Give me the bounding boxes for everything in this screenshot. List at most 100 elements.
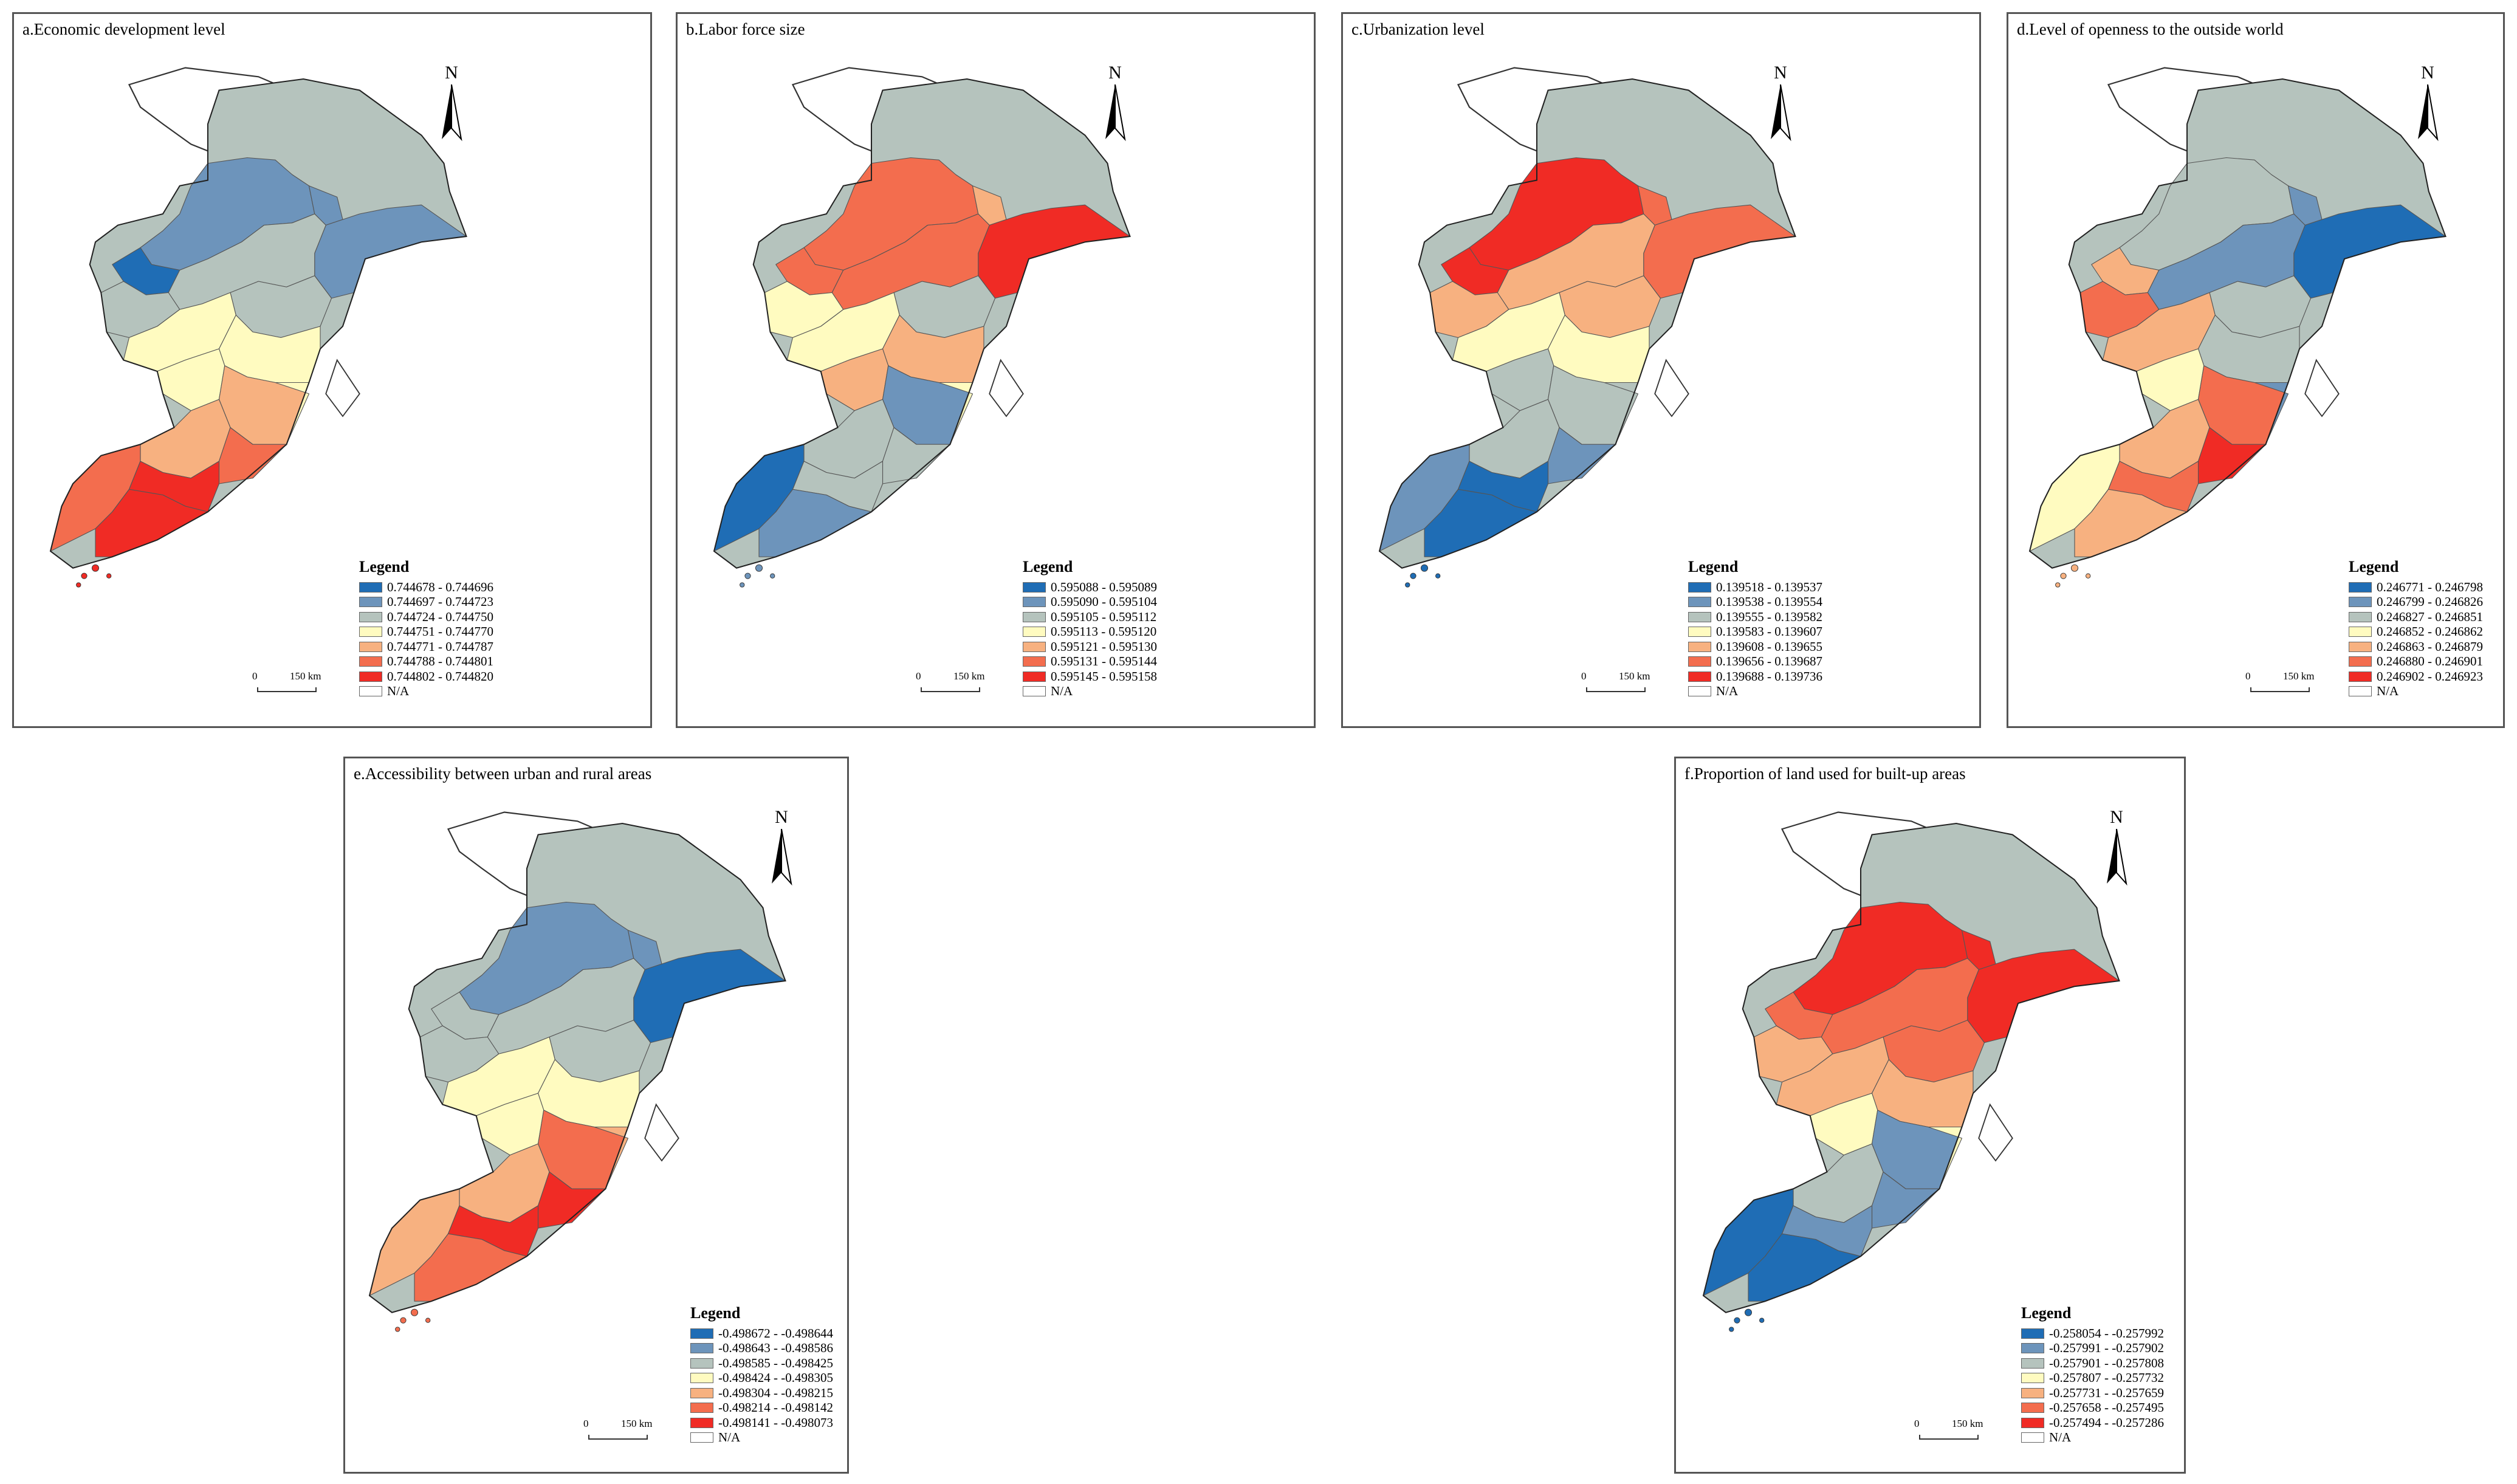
map-panel-built-up-land: f.Proportion of land used for built-up a…: [1674, 757, 2186, 1474]
legend-swatch: [359, 597, 382, 608]
island-3: [1729, 1327, 1734, 1332]
legend-label: -0.498643 - -0.498586: [718, 1341, 833, 1356]
legend-label-na: N/A: [2377, 684, 2399, 699]
map-panel-urban-rural-accessibility: e.Accessibility between urban and rural …: [343, 757, 849, 1474]
region-na-east: [325, 359, 360, 417]
scale-bar: 0 150 km: [1914, 1418, 1999, 1444]
island-0: [91, 564, 100, 572]
legend-row-na: N/A: [2349, 684, 2483, 699]
north-arrow-label: N: [2110, 807, 2123, 827]
legend: Legend 0.595088 - 0.595089 0.595090 - 0.5…: [1023, 558, 1157, 699]
legend-row: 0.139656 - 0.139687: [1688, 654, 1822, 670]
legend-row-na: N/A: [690, 1430, 833, 1446]
island-0: [755, 564, 763, 572]
island-3: [2055, 582, 2061, 588]
scale-bar: 0 150 km: [252, 670, 337, 697]
panel-title: d.Level of openness to the outside world: [2017, 20, 2284, 38]
island-1: [81, 572, 88, 579]
legend-swatch: [2349, 582, 2372, 593]
legend-row: 0.246902 - 0.246923: [2349, 669, 2483, 684]
legend-label: -0.498672 - -0.498644: [718, 1325, 833, 1341]
legend-label: 0.744802 - 0.744820: [387, 668, 493, 684]
panel-title: a.Economic development level: [22, 20, 225, 38]
legend-swatch-na: [1023, 686, 1046, 697]
legend-label: 0.595088 - 0.595089: [1051, 579, 1157, 594]
choropleth-map: [368, 811, 786, 1332]
legend-label: -0.498214 - -0.498142: [718, 1400, 833, 1415]
legend-rows: 0.744678 - 0.744696 0.744697 - 0.744723 0.…: [359, 580, 493, 684]
legend-rows: 0.139518 - 0.139537 0.139538 - 0.139554 0.…: [1688, 580, 1822, 684]
legend-label: 0.744724 - 0.744750: [387, 609, 493, 624]
island-0: [2070, 564, 2079, 572]
legend-swatch: [690, 1417, 713, 1428]
legend-swatch: [690, 1403, 713, 1414]
panel-title: e.Accessibility between urban and rural …: [354, 764, 652, 783]
legend-label: 0.744788 - 0.744801: [387, 654, 493, 669]
legend-label: -0.257658 - -0.257495: [2049, 1400, 2164, 1415]
north-arrow: N: [2098, 807, 2141, 886]
north-arrow-label: N: [775, 807, 788, 827]
north-arrow-icon: [1105, 84, 1126, 142]
island-2: [1435, 573, 1441, 579]
region-na-east: [1654, 359, 1689, 417]
legend-row: -0.498424 - -0.498305: [690, 1370, 833, 1386]
north-arrow: N: [433, 63, 476, 142]
legend-swatch: [1688, 656, 1711, 667]
legend-row: 0.744788 - 0.744801: [359, 654, 493, 670]
legend-swatch: [1023, 597, 1046, 608]
legend-label: 0.139518 - 0.139537: [1716, 579, 1822, 594]
legend-swatch: [2021, 1373, 2044, 1384]
legend-label: 0.744678 - 0.744696: [387, 579, 493, 594]
legend: Legend -0.258054 - -0.257992 -0.257991 - …: [2021, 1304, 2164, 1445]
legend: Legend 0.246771 - 0.246798 0.246799 - 0.2…: [2349, 558, 2483, 699]
region-na-east: [1978, 1103, 2013, 1162]
region-outline: [1378, 78, 1796, 569]
scale-distance: 150 km: [953, 670, 985, 682]
legend-row: 0.246799 - 0.246826: [2349, 594, 2483, 610]
legend-label: 0.246771 - 0.246798: [2377, 579, 2483, 594]
region-na-east: [989, 359, 1024, 417]
legend-label: 0.139538 - 0.139554: [1716, 594, 1822, 610]
legend-rows: -0.258054 - -0.257992 -0.257991 - -0.2579…: [2021, 1326, 2164, 1431]
map-panel-urbanization-level: c.Urbanization level N 0 150 km Legend 0…: [1341, 12, 1981, 728]
legend-swatch: [1023, 671, 1046, 682]
legend-label: -0.257731 - -0.257659: [2049, 1385, 2164, 1400]
legend-label: 0.246799 - 0.246826: [2377, 594, 2483, 610]
legend-swatch: [2349, 671, 2372, 682]
north-arrow: N: [1097, 63, 1139, 142]
legend-row: 0.139583 - 0.139607: [1688, 624, 1822, 640]
north-arrow: N: [2409, 63, 2452, 142]
scale-zero: 0: [916, 670, 921, 682]
island-2: [1759, 1317, 1765, 1323]
legend-row: 0.246827 - 0.246851: [2349, 610, 2483, 625]
region-outline: [1702, 822, 2120, 1313]
legend-label-na: N/A: [718, 1430, 741, 1445]
island-1: [2060, 572, 2067, 579]
region-outline: [713, 78, 1131, 569]
legend-label-na: N/A: [1716, 684, 1739, 699]
legend-label: 0.139688 - 0.139736: [1716, 668, 1822, 684]
legend-row: 0.744751 - 0.744770: [359, 624, 493, 640]
legend: Legend 0.744678 - 0.744696 0.744697 - 0.7…: [359, 558, 493, 699]
legend-label: 0.139608 - 0.139655: [1716, 639, 1822, 654]
legend-row: 0.595121 - 0.595130: [1023, 639, 1157, 654]
map-panel-economic-development: a.Economic development level N 0 150 km …: [12, 12, 652, 728]
island-3: [740, 582, 745, 588]
legend-row: 0.595105 - 0.595112: [1023, 610, 1157, 625]
legend-swatch-na: [359, 686, 382, 697]
north-arrow-icon: [772, 829, 792, 886]
legend-swatch: [359, 611, 382, 622]
legend-swatch: [1688, 611, 1711, 622]
scale-bar: 0 150 km: [583, 1418, 668, 1444]
legend-swatch: [359, 641, 382, 652]
legend-row: 0.139688 - 0.139736: [1688, 669, 1822, 684]
legend-row: -0.257991 - -0.257902: [2021, 1341, 2164, 1356]
legend-swatch: [1688, 641, 1711, 652]
legend-label-na: N/A: [387, 684, 410, 699]
legend-label: 0.246827 - 0.246851: [2377, 609, 2483, 624]
north-arrow: N: [1762, 63, 1805, 142]
legend-row: -0.498643 - -0.498586: [690, 1341, 833, 1356]
legend-label: 0.595145 - 0.595158: [1051, 668, 1157, 684]
north-arrow-label: N: [1774, 63, 1787, 83]
legend-swatch-na: [690, 1432, 713, 1443]
